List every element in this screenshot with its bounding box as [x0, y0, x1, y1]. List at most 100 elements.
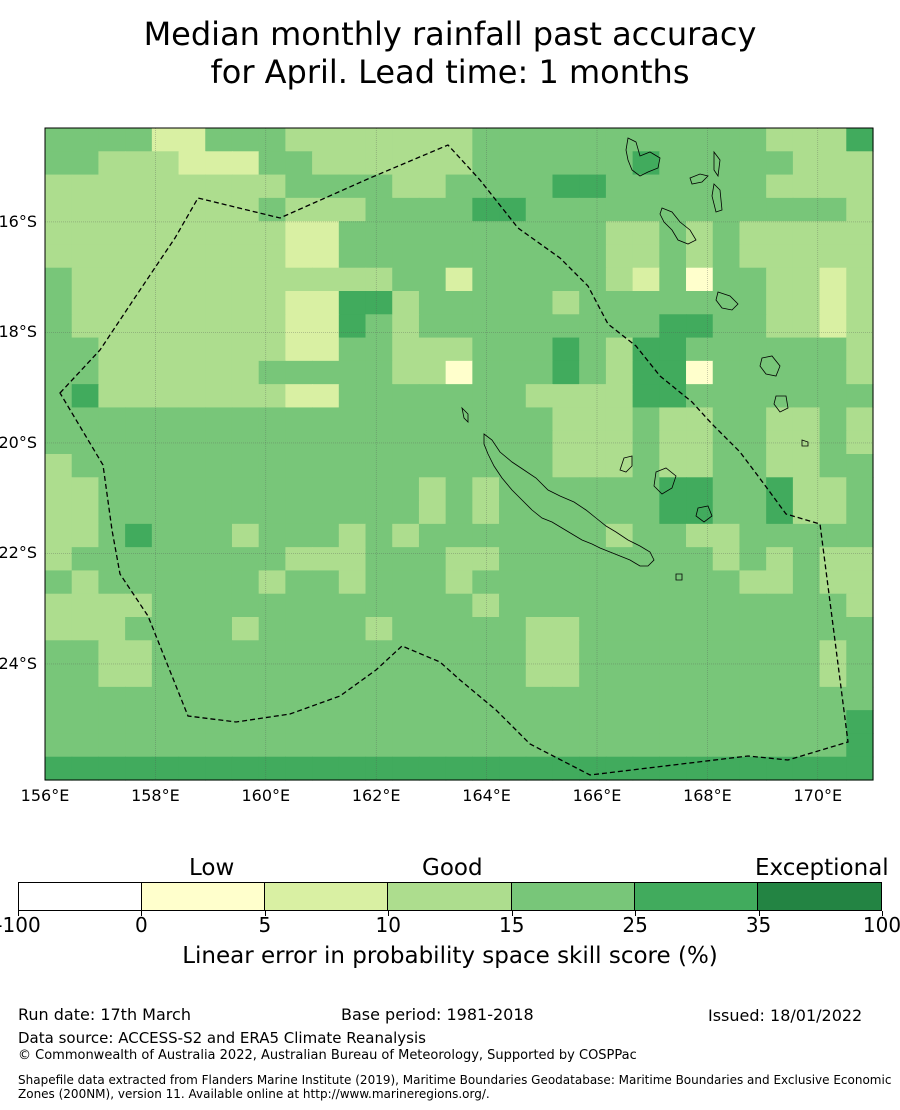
- skill-cell: [151, 291, 180, 315]
- skill-cell: [525, 547, 554, 572]
- skill-cell: [712, 663, 741, 688]
- skill-cell: [312, 314, 340, 339]
- skill-cell: [418, 174, 447, 199]
- skill-cell: [418, 477, 447, 502]
- skill-cell: [338, 128, 367, 152]
- skill-cell: [792, 151, 821, 176]
- skill-cell: [338, 733, 367, 758]
- lat-label: 24°S: [0, 653, 37, 673]
- skill-cell: [686, 617, 714, 641]
- colorbar-tick-label: 10: [375, 913, 402, 937]
- skill-cell: [472, 221, 500, 246]
- skill-cell: [686, 151, 714, 176]
- skill-cell: [45, 663, 73, 688]
- skill-cell: [686, 733, 714, 758]
- skill-cell: [499, 547, 527, 572]
- skill-cell: [258, 128, 286, 152]
- skill-cell: [285, 617, 313, 641]
- skill-cell: [418, 314, 447, 339]
- skill-cell: [739, 221, 767, 246]
- skill-cell: [792, 314, 821, 339]
- skill-cell: [499, 523, 527, 548]
- skill-cell: [712, 500, 741, 525]
- skill-cell: [632, 617, 660, 641]
- skill-cell: [819, 151, 847, 176]
- skill-cell: [712, 756, 741, 781]
- skill-cell: [98, 430, 126, 455]
- skill-cell: [579, 337, 607, 362]
- skill-cell: [392, 756, 420, 781]
- skill-cell: [552, 430, 580, 455]
- skill-cell: [659, 267, 687, 292]
- skill-grid: [45, 128, 874, 781]
- skill-cell: [846, 547, 874, 572]
- skill-cell: [605, 384, 634, 409]
- skill-cell: [525, 337, 554, 362]
- vanuatu-malakula: [659, 207, 697, 245]
- skill-cell: [552, 360, 580, 385]
- skill-cell: [846, 686, 874, 711]
- skill-cell: [445, 593, 473, 618]
- colorbar-tick: [635, 911, 637, 916]
- skill-cell: [605, 128, 634, 152]
- skill-cell: [499, 477, 527, 502]
- skill-cell: [285, 267, 313, 292]
- skill-cell: [231, 686, 260, 711]
- skill-cell: [365, 128, 393, 152]
- skill-cell: [525, 593, 554, 618]
- skill-cell: [151, 384, 180, 409]
- skill-cell: [472, 756, 500, 781]
- colorbar-tick-label: -100: [0, 913, 41, 937]
- colorbar-tick: [264, 911, 266, 916]
- skill-cell: [418, 128, 447, 152]
- skill-cell: [846, 174, 874, 199]
- skill-cell: [45, 500, 73, 525]
- skill-cell: [258, 686, 286, 711]
- skill-cell: [338, 593, 367, 618]
- skill-cell: [659, 430, 687, 455]
- skill-cell: [178, 523, 206, 548]
- skill-cell: [766, 454, 794, 478]
- skill-cell: [71, 477, 100, 502]
- skill-cell: [231, 337, 260, 362]
- skill-cell: [125, 128, 153, 152]
- skill-cell: [445, 244, 473, 269]
- skill-cell: [712, 523, 741, 548]
- skill-cell: [258, 314, 286, 339]
- skill-cell: [499, 197, 527, 222]
- skill-cell: [98, 686, 126, 711]
- skill-cell: [392, 174, 420, 199]
- skill-cell: [766, 733, 794, 758]
- skill-cell: [659, 221, 687, 246]
- skill-cell: [365, 430, 393, 455]
- skill-cell: [846, 570, 874, 595]
- skill-cell: [71, 314, 100, 339]
- skill-cell: [499, 337, 527, 362]
- skill-cell: [739, 500, 767, 525]
- skill-cell: [231, 547, 260, 572]
- skill-cell: [819, 430, 847, 455]
- colorbar-tick-label: 15: [498, 913, 525, 937]
- skill-cell: [231, 617, 260, 641]
- skill-cell: [579, 407, 607, 432]
- skill-cell: [205, 663, 233, 688]
- skill-cell: [445, 500, 473, 525]
- skill-cell: [312, 547, 340, 572]
- colorbar-tick: [511, 911, 513, 916]
- skill-cell: [312, 663, 340, 688]
- skill-cell: [45, 477, 73, 502]
- skill-cell: [71, 430, 100, 455]
- skill-cell: [285, 523, 313, 548]
- skill-cell: [525, 291, 554, 315]
- skill-cell: [178, 221, 206, 246]
- skill-cell: [632, 221, 660, 246]
- skill-cell: [258, 640, 286, 665]
- skill-cell: [739, 523, 767, 548]
- skill-cell: [71, 128, 100, 152]
- skill-cell: [151, 337, 180, 362]
- skill-cell: [552, 174, 580, 199]
- skill-cell: [605, 314, 634, 339]
- skill-cell: [632, 500, 660, 525]
- skill-cell: [659, 314, 687, 339]
- skill-cell: [98, 384, 126, 409]
